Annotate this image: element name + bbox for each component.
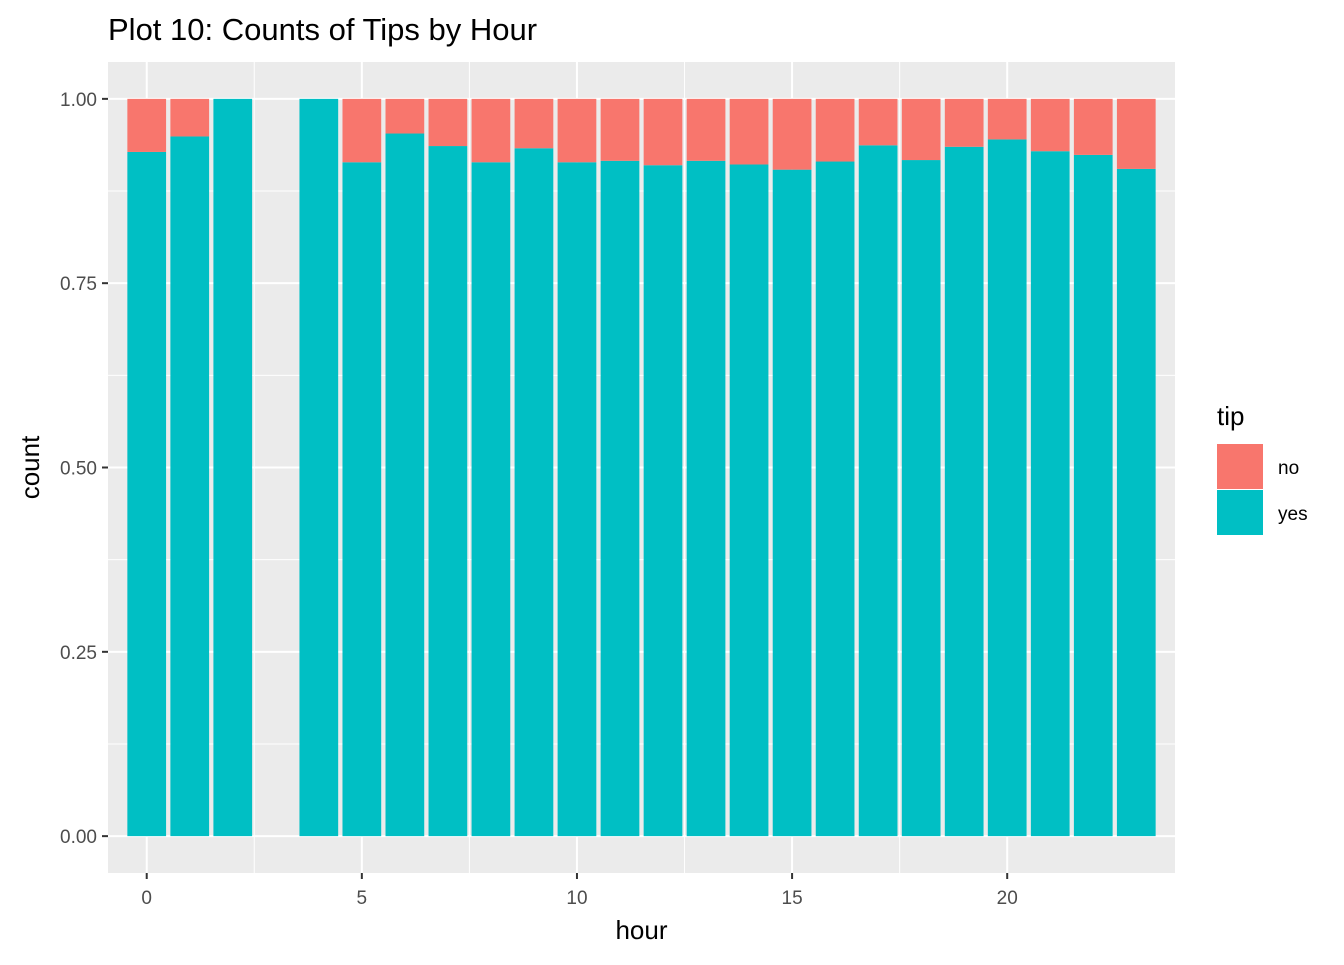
bar-yes-hour-20 — [987, 139, 1027, 837]
bar-no-hour-12 — [643, 98, 683, 166]
bar-yes-hour-9 — [514, 148, 554, 837]
bar-no-hour-11 — [600, 98, 640, 161]
bar-no-hour-7 — [428, 98, 468, 147]
bar-yes-hour-7 — [428, 146, 468, 837]
chart-title: Plot 10: Counts of Tips by Hour — [108, 12, 537, 47]
x-tick-label: 15 — [782, 888, 803, 909]
bar-no-hour-21 — [1030, 98, 1070, 152]
legend: tip no yes — [1217, 401, 1308, 535]
bar-yes-hour-23 — [1116, 168, 1156, 837]
bar-yes-hour-21 — [1030, 151, 1070, 837]
bar-yes-hour-6 — [385, 133, 425, 837]
legend-key-no — [1217, 444, 1263, 489]
x-axis-title: hour — [615, 915, 667, 945]
y-tick-label: 0.75 — [60, 274, 97, 295]
y-tick-label: 0.00 — [60, 827, 97, 848]
x-tick-label: 0 — [141, 888, 152, 909]
x-tick-label: 5 — [357, 888, 368, 909]
bar-no-hour-23 — [1116, 98, 1156, 169]
bar-yes-hour-14 — [729, 164, 769, 837]
bar-yes-hour-12 — [643, 165, 683, 837]
bar-no-hour-17 — [858, 98, 898, 146]
x-tick-label: 10 — [566, 888, 587, 909]
bar-no-hour-10 — [557, 98, 597, 163]
bar-yes-hour-0 — [127, 151, 167, 837]
y-tick-label: 0.25 — [60, 643, 97, 664]
bar-yes-hour-22 — [1073, 154, 1113, 837]
bar-no-hour-22 — [1073, 98, 1113, 155]
bar-yes-hour-19 — [944, 146, 984, 837]
bar-yes-hour-10 — [557, 162, 597, 837]
bar-yes-hour-16 — [815, 161, 855, 837]
bar-no-hour-1 — [170, 98, 210, 137]
bar-yes-hour-2 — [213, 98, 253, 837]
bar-yes-hour-4 — [299, 98, 339, 837]
bar-no-hour-6 — [385, 98, 425, 134]
bar-no-hour-20 — [987, 98, 1027, 140]
bar-yes-hour-18 — [901, 160, 941, 837]
y-tick-label: 1.00 — [60, 90, 97, 111]
bars — [127, 98, 1156, 837]
legend-title: tip — [1217, 401, 1244, 431]
y-tick-label: 0.50 — [60, 459, 97, 480]
legend-label-yes: yes — [1278, 504, 1308, 525]
bar-no-hour-18 — [901, 98, 941, 161]
x-axis: 0 5 10 15 20 — [141, 873, 1018, 909]
y-axis-title: count — [15, 435, 45, 499]
bar-yes-hour-5 — [342, 162, 382, 837]
bar-yes-hour-17 — [858, 145, 898, 837]
bar-no-hour-0 — [127, 98, 167, 152]
x-tick-label: 20 — [997, 888, 1018, 909]
legend-label-no: no — [1278, 458, 1299, 479]
y-axis: 0.00 0.25 0.50 0.75 1.00 — [60, 90, 108, 848]
bar-no-hour-9 — [514, 98, 554, 149]
bar-yes-hour-11 — [600, 160, 640, 837]
bar-yes-hour-1 — [170, 136, 210, 837]
bar-no-hour-13 — [686, 98, 726, 161]
bar-no-hour-5 — [342, 98, 382, 163]
plot-panel — [108, 62, 1175, 873]
legend-key-yes — [1217, 490, 1263, 535]
bar-yes-hour-13 — [686, 160, 726, 837]
bar-no-hour-8 — [471, 98, 511, 163]
bar-yes-hour-8 — [471, 162, 511, 837]
bar-no-hour-14 — [729, 98, 769, 165]
bar-no-hour-19 — [944, 98, 984, 147]
bar-no-hour-15 — [772, 98, 812, 170]
bar-no-hour-16 — [815, 98, 855, 162]
bar-yes-hour-15 — [772, 169, 812, 837]
